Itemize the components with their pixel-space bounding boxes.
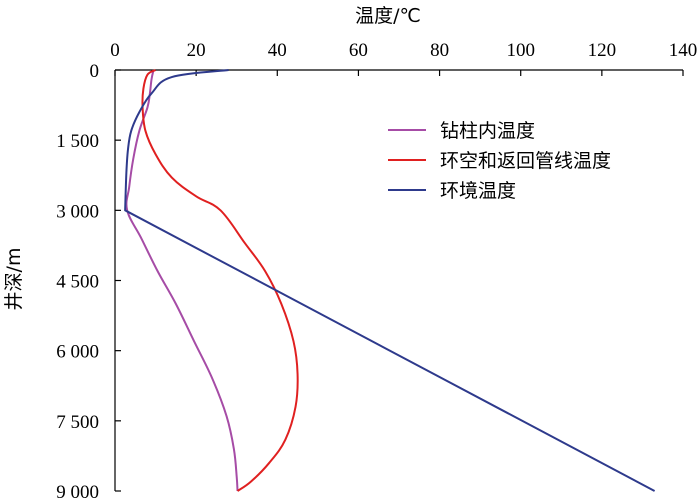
- x-tick-label: 140: [669, 40, 698, 61]
- x-axis-title: 温度/℃: [355, 5, 421, 27]
- y-tick-label: 3 000: [56, 201, 99, 222]
- x-tick-label: 0: [110, 40, 120, 61]
- x-tick-label: 100: [506, 40, 535, 61]
- y-tick-label: 9 000: [56, 482, 99, 502]
- axes: 0 20 40 60 80 100 120 140 0 1 500 3 000 4 500 6 000 7…: [56, 40, 697, 502]
- x-tick-label: 80: [430, 40, 449, 61]
- y-tick-label: 0: [90, 61, 100, 82]
- y-tick-label: 7 500: [56, 412, 99, 433]
- y-tick-label: 1 500: [56, 131, 99, 152]
- legend-label: 环空和返回管线温度: [440, 150, 611, 172]
- series-layer: [124, 69, 656, 492]
- annulus-return-temp-line: [141, 69, 299, 492]
- legend-label: 环境温度: [440, 180, 516, 202]
- x-tick-label: 20: [187, 40, 206, 61]
- legend-label: 钻柱内温度: [440, 120, 535, 142]
- ambient-temp-line: [124, 69, 656, 492]
- x-tick-label: 40: [268, 40, 287, 61]
- drill-string-temp-line: [125, 69, 239, 492]
- x-tick-label: 120: [588, 40, 617, 61]
- x-tick-label: 60: [349, 40, 368, 61]
- y-tick-label: 6 000: [56, 342, 99, 363]
- y-axis-title: 井深/m: [3, 248, 25, 311]
- y-tick-label: 4 500: [56, 272, 99, 293]
